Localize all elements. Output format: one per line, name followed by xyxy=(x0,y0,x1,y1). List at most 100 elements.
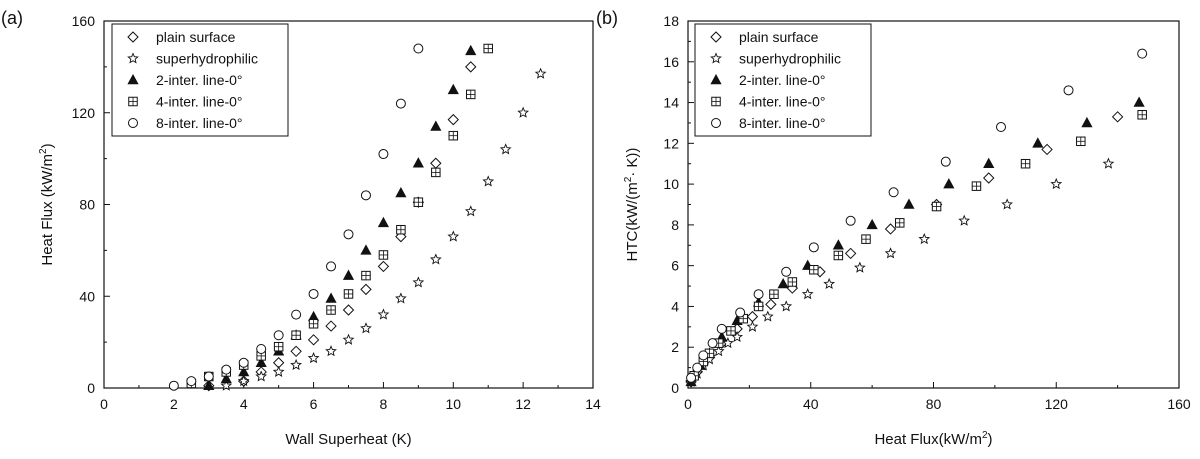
panel-b-y-tick-label: 16 xyxy=(663,54,679,70)
panel-b-y-tick-label: 2 xyxy=(671,339,679,355)
panel-a-data-point xyxy=(272,365,285,377)
panel-b-x-tick-label: 160 xyxy=(1167,396,1191,412)
panel-b-data-point xyxy=(777,277,789,289)
panel-a-data-point xyxy=(377,260,390,273)
panel-a-data-point xyxy=(273,341,284,352)
panel-b-legend-marker xyxy=(711,96,721,107)
panel-a-data-point xyxy=(360,190,371,201)
panel-a-legend-marker xyxy=(127,31,139,43)
panel-a-data-point xyxy=(291,309,302,320)
panel-b-data-point xyxy=(726,326,736,336)
panel-b-x-tick-label: 120 xyxy=(1045,396,1069,412)
panel-b-data-point xyxy=(861,234,871,244)
panel-a-data-point xyxy=(326,261,337,272)
panel-b-series-4 xyxy=(689,110,1147,381)
panel-a-data-point xyxy=(429,253,442,265)
panel-b-data-point xyxy=(746,320,759,332)
panel-b-data-point xyxy=(833,250,844,261)
panel-a-data-point xyxy=(360,283,372,296)
panel-a-legend-entry: 4-inter. line-0° xyxy=(156,94,243,110)
panel-a-data-point xyxy=(447,83,459,95)
panel-b-y-tick-label: 0 xyxy=(671,380,679,396)
panel-a-data-point xyxy=(483,43,493,54)
panel-a-data-point xyxy=(325,292,337,303)
panel-a-series-2 xyxy=(220,67,547,391)
panel-b-y-tick-label: 14 xyxy=(663,95,679,111)
panel-b-data-point xyxy=(823,277,836,290)
panel-a-data-point xyxy=(395,292,407,304)
panel-a-data-point xyxy=(307,334,320,346)
panel-a-data-point xyxy=(360,322,372,334)
panel-a-legend-entry: 8-inter. line-0° xyxy=(156,115,243,131)
panel-a-series-3 xyxy=(203,44,477,390)
panel-b-legend-marker xyxy=(711,118,721,128)
panel-b-data-point xyxy=(866,218,878,230)
panel-a-data-point xyxy=(447,113,459,126)
panel-b-y-tick-label: 8 xyxy=(671,217,679,233)
panel-b-data-point xyxy=(1076,136,1086,147)
panel-b-data-point xyxy=(780,300,793,312)
panel-b-data-point xyxy=(707,338,718,349)
panel-b-data-point xyxy=(844,247,857,260)
panel-b-series-3 xyxy=(685,96,1145,387)
panel-a-data-point xyxy=(308,288,319,299)
panel-a-data-point xyxy=(308,319,319,329)
panel-a-data-point xyxy=(430,120,442,131)
panel-b-data-point xyxy=(712,345,725,357)
panel-a-x-tick-label: 14 xyxy=(585,396,601,412)
panel-b-data-point xyxy=(958,214,971,226)
panel-a-y-tick-label: 160 xyxy=(72,13,96,29)
panel-a-legend-box xyxy=(111,23,289,137)
panel-b-y-axis-label: HTC(kW/(m2· K)) xyxy=(623,148,641,262)
panel-a-data-point xyxy=(360,244,372,255)
panel-b-legend: plain surface superhydrophilic 2-inter. li… xyxy=(694,23,872,137)
panel-b-x-tick-label: 0 xyxy=(684,396,692,412)
panel-a-data-point xyxy=(465,61,477,73)
panel-a-y-tick-label: 40 xyxy=(79,288,95,304)
panel-b-data-point xyxy=(845,215,856,226)
panel-a-data-point xyxy=(343,289,354,299)
panel-b-data-point xyxy=(1137,48,1148,59)
panel-b-y-tick-label: 10 xyxy=(663,176,679,192)
panel-b-data-point xyxy=(809,264,819,275)
panel-b-series-5 xyxy=(686,48,1148,383)
panel-a-x-tick-label: 4 xyxy=(240,396,248,412)
panel-a-x-tick-label: 6 xyxy=(310,396,318,412)
panel-b-data-point xyxy=(753,289,764,300)
panel-a-x-tick-label: 2 xyxy=(170,396,178,412)
panel-b-y-tick-label: 4 xyxy=(671,298,679,314)
panel-a-y-tick-label: 120 xyxy=(72,105,96,121)
panel-b-data-point xyxy=(781,266,792,277)
panel-b-data-point xyxy=(808,242,819,253)
panel-b-data-point xyxy=(894,218,905,228)
panel-b-data-point xyxy=(1020,158,1031,169)
panel-b-data-point xyxy=(686,372,697,383)
panel-b-data-point xyxy=(716,323,727,334)
panel-a-data-point xyxy=(238,357,249,368)
panel-a-legend-entry: 2-inter. line-0° xyxy=(156,72,243,88)
panel-a-data-point xyxy=(255,370,268,382)
panel-a-data-point xyxy=(431,167,441,178)
panel-b-data-point xyxy=(853,261,866,273)
panel-a-data-point xyxy=(290,358,302,371)
panel-a-data-point xyxy=(203,379,215,390)
panel-b-data-point xyxy=(903,198,915,209)
panel-b-legend-marker xyxy=(710,52,722,64)
panel-a-data-point xyxy=(237,374,250,387)
panel-a-data-point xyxy=(396,224,406,235)
panel-b-data-point xyxy=(996,122,1007,133)
panel-b-data-point xyxy=(765,298,777,311)
panel-b-series-1 xyxy=(685,111,1124,388)
panel-a: 0 2 4 6 8 10 12 14 0 40 80 120 160 (a) Wall Superheat … xyxy=(1,8,601,448)
panel-a-series-5 xyxy=(168,43,424,391)
panel-a-label: (a) xyxy=(1,8,23,28)
panel-a-data-point xyxy=(168,380,179,391)
panel-b-data-point xyxy=(753,301,764,312)
panel-b-data-point xyxy=(832,239,844,250)
panel-a-data-point xyxy=(220,372,232,384)
panel-b-data-point xyxy=(746,310,759,323)
panel-a-data-point xyxy=(378,149,389,160)
panel-b-data-point xyxy=(1032,137,1044,148)
panel-b-data-point xyxy=(1111,111,1124,123)
